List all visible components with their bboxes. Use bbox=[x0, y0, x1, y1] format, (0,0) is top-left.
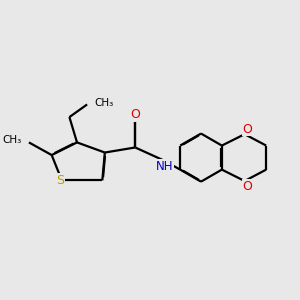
Text: S: S bbox=[56, 174, 64, 187]
Text: O: O bbox=[242, 180, 252, 193]
Text: NH: NH bbox=[156, 160, 173, 173]
Text: O: O bbox=[242, 123, 252, 136]
Text: O: O bbox=[130, 108, 140, 121]
Text: CH₃: CH₃ bbox=[2, 135, 21, 145]
Text: CH₃: CH₃ bbox=[95, 98, 114, 108]
